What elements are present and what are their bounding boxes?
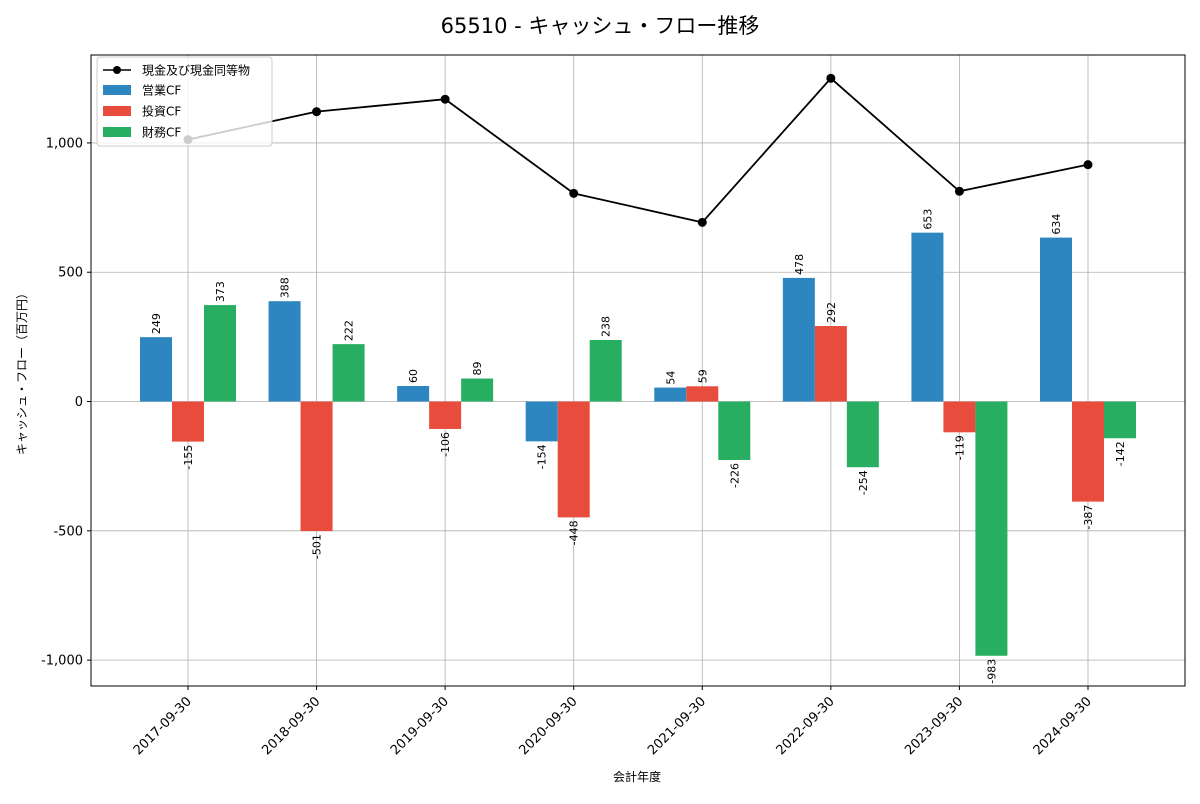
legend-swatch-financing xyxy=(103,127,131,137)
bar xyxy=(397,386,430,402)
legend-label-investing: 投資CF xyxy=(142,104,181,119)
grid-layer xyxy=(91,55,1185,686)
legend-box xyxy=(96,56,273,147)
bar xyxy=(846,401,879,468)
bar xyxy=(172,401,204,442)
bar xyxy=(332,344,365,402)
bar-value-label: -501 xyxy=(311,534,324,559)
legend-label-financing: 財務CF xyxy=(142,125,181,140)
x-tick-label: 2018-09-30 xyxy=(259,694,323,758)
x-tick-label: 2021-09-30 xyxy=(645,694,709,758)
x-tick-label: 2022-09-30 xyxy=(774,694,838,758)
bar xyxy=(1071,401,1104,502)
bar-value-label: 653 xyxy=(921,209,934,230)
bar xyxy=(204,305,236,402)
bar xyxy=(1039,237,1072,402)
x-tick-label: 2019-09-30 xyxy=(388,694,452,758)
cash-point xyxy=(697,217,707,227)
bar xyxy=(557,401,590,518)
bar xyxy=(140,337,172,402)
cash-point xyxy=(1083,160,1093,170)
legend-line-marker xyxy=(113,66,121,74)
cash-point xyxy=(312,107,322,117)
cash-line xyxy=(187,77,1089,224)
bar xyxy=(718,401,751,460)
bar xyxy=(654,387,687,402)
y-tick-label: -500 xyxy=(53,524,83,539)
bar xyxy=(686,386,719,402)
cash-point xyxy=(826,73,836,83)
bar-value-label: -983 xyxy=(985,659,998,684)
x-tick-label: 2020-09-30 xyxy=(517,694,581,758)
bar xyxy=(300,401,333,532)
bar-value-label: -155 xyxy=(182,445,195,470)
bar xyxy=(943,401,976,433)
bar xyxy=(525,401,558,442)
bar xyxy=(268,301,301,402)
cash-point xyxy=(954,186,964,196)
bar-value-label: 60 xyxy=(407,369,420,383)
y-tick-label: -1,000 xyxy=(41,654,83,669)
legend-swatch-investing xyxy=(103,106,131,116)
bar-value-label: -387 xyxy=(1082,505,1095,530)
plot-frame xyxy=(90,54,1186,687)
bar xyxy=(814,326,847,402)
x-tick-label: 2024-09-30 xyxy=(1031,694,1095,758)
bar-value-label: -106 xyxy=(439,432,452,457)
bar xyxy=(589,339,622,402)
chart-title: 65510 - キャッシュ・フロー推移 xyxy=(441,14,760,38)
bar-value-label: -154 xyxy=(536,444,549,469)
bar-value-label: 59 xyxy=(696,369,709,383)
x-tick-label: 2017-09-30 xyxy=(131,694,195,758)
bar-value-label: 238 xyxy=(600,316,613,337)
bar-value-label: -142 xyxy=(1114,441,1127,466)
bar xyxy=(911,232,944,402)
cash-point xyxy=(569,188,579,198)
y-axis-label: キャッシュ・フロー（百万円） xyxy=(15,287,29,455)
bar-value-label: 373 xyxy=(214,281,227,302)
cash-point xyxy=(440,94,450,104)
legend: 現金及び現金同等物 営業CF 投資CF 財務CF xyxy=(96,56,273,147)
legend-label-operating: 営業CF xyxy=(142,84,181,98)
line-layer xyxy=(183,73,1093,227)
bar-value-label: 249 xyxy=(150,313,163,334)
bar-value-label: 478 xyxy=(793,254,806,275)
bar-value-label: 634 xyxy=(1050,214,1063,235)
x-axis-label: 会計年度 xyxy=(613,769,661,784)
y-tick-label: 500 xyxy=(58,266,83,281)
legend-label-cash: 現金及び現金同等物 xyxy=(142,63,250,78)
bar-value-label: -226 xyxy=(728,463,741,488)
bar xyxy=(461,378,494,402)
legend-swatch-operating xyxy=(103,85,131,95)
bar-value-label: 388 xyxy=(279,277,292,298)
bar-value-label: 292 xyxy=(825,302,838,323)
y-tick-label: 0 xyxy=(75,395,83,410)
bar-labels-layer: 249 388 60 -154 54 478 653 634 -155 -501 -106 -448 5… xyxy=(150,209,1127,684)
bar xyxy=(782,277,815,402)
x-tick-label: 2023-09-30 xyxy=(902,694,966,758)
bar-value-label: -254 xyxy=(857,470,870,495)
bar-value-label: -448 xyxy=(568,520,581,545)
bar-value-label: -119 xyxy=(953,435,966,460)
bar-value-label: 222 xyxy=(343,320,356,341)
bars-layer xyxy=(140,232,1136,656)
y-tick-label: 1,000 xyxy=(46,136,83,151)
bar-value-label: 89 xyxy=(471,362,484,376)
bar xyxy=(429,401,462,429)
bar xyxy=(975,401,1008,656)
bar-value-label: 54 xyxy=(664,371,677,385)
bar xyxy=(1103,401,1136,439)
